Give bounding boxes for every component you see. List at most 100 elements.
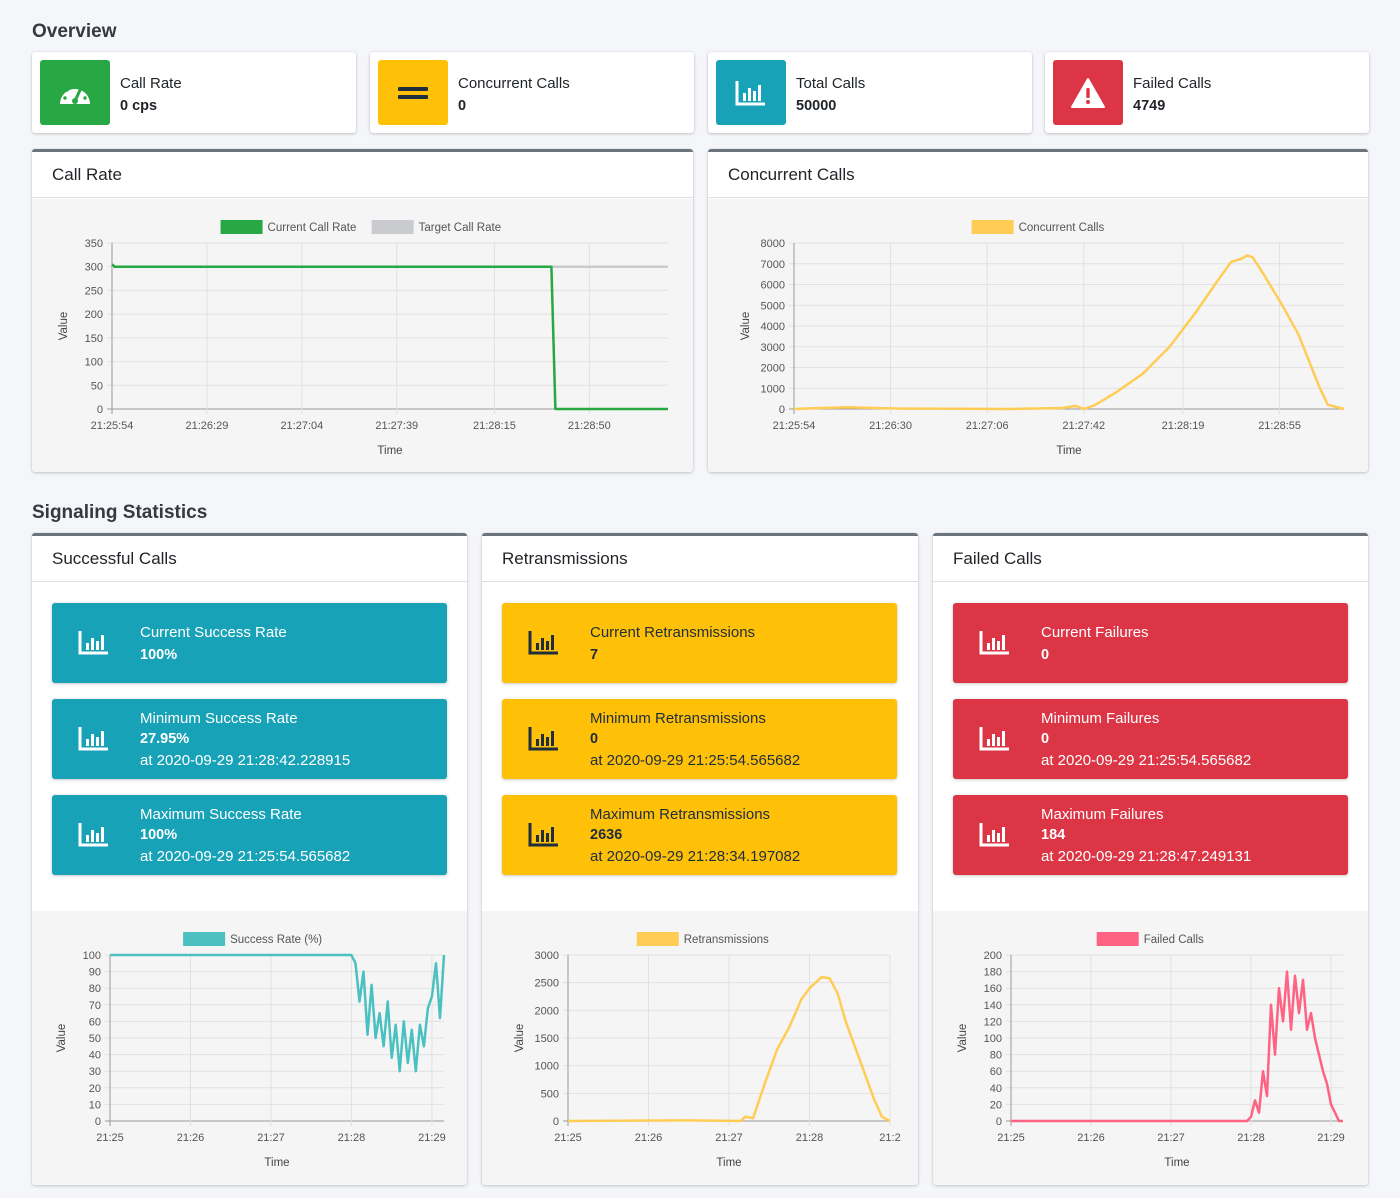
y-tick-label: 40	[89, 1050, 101, 1062]
x-tick-label: 21:25:54	[91, 420, 134, 432]
y-tick-label: 100	[984, 1033, 1002, 1045]
y-tick-label: 1000	[535, 1061, 559, 1073]
y-tick-label: 20	[990, 1099, 1002, 1111]
x-tick-label: 21:27:39	[375, 420, 418, 432]
legend-swatch[interactable]	[220, 220, 263, 234]
bar-chart-icon	[78, 630, 110, 661]
legend-swatch[interactable]	[971, 220, 1014, 234]
overview-title: Overview	[32, 21, 117, 42]
current-retransmissions-box: Current Retransmissions 7	[502, 603, 897, 683]
success-rate-chart: 0 10 20 30 40 50 60 70 80 90 100 21:25 21:26 21:27 21:…	[56, 932, 446, 1169]
x-axis-title: Time	[377, 445, 402, 457]
box-value: 0	[1041, 647, 1050, 663]
x-tick-label: 21:27	[1157, 1132, 1185, 1144]
x-tick-label: 21:25	[554, 1132, 582, 1144]
y-tick-label: 3000	[535, 950, 559, 962]
bar-chart-icon	[528, 822, 560, 853]
box-value: 2636	[590, 827, 623, 843]
y-tick-label: 90	[89, 967, 101, 979]
x-axis-title: Time	[264, 1157, 289, 1169]
y-axis-title: Value	[740, 312, 752, 341]
y-tick-label: 80	[990, 1050, 1002, 1062]
series-line	[111, 263, 668, 411]
box-value: 27.95%	[140, 731, 190, 747]
y-tick-label: 120	[984, 1016, 1002, 1028]
legend-swatch[interactable]	[183, 932, 226, 946]
x-tick-label: 21:28:15	[473, 420, 516, 432]
series-line	[110, 953, 446, 1073]
maximum-failures-box: Maximum Failures 184 at 2020-09-29 21:28…	[953, 795, 1348, 875]
legend-label[interactable]: Concurrent Calls	[1019, 222, 1105, 234]
y-tick-label: 0	[779, 404, 785, 416]
failed-calls-card: Failed Calls Current Failures 0 Minimum …	[933, 533, 1368, 1185]
bar-chart-icon	[528, 726, 560, 757]
y-tick-label: 100	[85, 357, 103, 369]
y-tick-label: 250	[85, 285, 103, 297]
box-value: 0	[590, 731, 599, 747]
bar-chart-icon	[78, 822, 110, 853]
legend-label[interactable]: Retransmissions	[684, 934, 769, 946]
x-tick-label: 21:26	[1077, 1132, 1105, 1144]
y-axis-title: Value	[957, 1024, 969, 1053]
card-title: Successful Calls	[32, 536, 467, 582]
x-tick-label: 21:28:50	[568, 420, 611, 432]
box-value: 100%	[140, 647, 178, 663]
y-tick-label: 100	[83, 950, 101, 962]
minimum-success-rate-box: Minimum Success Rate 27.95% at 2020-09-2…	[52, 699, 447, 779]
box-timestamp: at 2020-09-29 21:28:42.228915	[140, 752, 351, 769]
x-tick-label: 21:28	[338, 1132, 366, 1144]
y-tick-label: 70	[89, 1000, 101, 1012]
box-timestamp: at 2020-09-29 21:25:54.565682	[1041, 752, 1252, 769]
failed-calls-chart: 0 20 40 60 80 100 120 140 160 180 200 21:25 21:26 21:…	[957, 932, 1345, 1169]
card-title: Call Rate	[32, 152, 693, 198]
bar-chart-icon	[979, 822, 1011, 853]
x-tick-label: 21:25	[997, 1132, 1025, 1144]
x-tick-label: 21:27:06	[966, 420, 1009, 432]
legend-label[interactable]: Target Call Rate	[419, 222, 501, 234]
y-tick-label: 0	[996, 1116, 1002, 1128]
y-tick-label: 0	[553, 1116, 559, 1128]
card-title: Concurrent Calls	[708, 152, 1368, 198]
x-tick-label: 21:28	[796, 1132, 824, 1144]
retransmissions-chart: 0 500 1000 1500 2000 2500 3000 21:25 21:26 21:27 2…	[514, 932, 901, 1169]
y-tick-label: 4000	[761, 321, 785, 333]
card-title: Retransmissions	[482, 536, 918, 582]
y-tick-label: 200	[984, 950, 1002, 962]
legend-label[interactable]: Current Call Rate	[268, 222, 357, 234]
y-tick-label: 200	[85, 309, 103, 321]
box-label: Current Retransmissions	[590, 624, 756, 641]
box-label: Minimum Success Rate	[140, 710, 298, 727]
retransmissions-card: Retransmissions Current Retransmissions …	[482, 533, 918, 1185]
bar-chart-icon	[78, 726, 110, 757]
minimum-retransmissions-box: Minimum Retransmissions 0 at 2020-09-29 …	[502, 699, 897, 779]
legend-swatch[interactable]	[371, 220, 414, 234]
bar-chart-icon	[716, 60, 786, 125]
box-value: 0	[1041, 731, 1050, 747]
legend-swatch[interactable]	[1096, 932, 1139, 946]
x-axis-title: Time	[1164, 1157, 1189, 1169]
legend-swatch[interactable]	[636, 932, 679, 946]
warning-icon	[1053, 60, 1123, 125]
info-box-label: Failed Calls	[1133, 75, 1212, 92]
legend-label[interactable]: Failed Calls	[1144, 934, 1204, 946]
legend-label[interactable]: Success Rate (%)	[230, 934, 322, 946]
info-box-value: 0	[458, 98, 467, 114]
x-tick-label: 21:26	[177, 1132, 205, 1144]
y-tick-label: 180	[984, 967, 1002, 979]
info-box-total-calls: Total Calls 50000	[708, 52, 1032, 133]
current-failures-box: Current Failures 0	[953, 603, 1348, 683]
y-tick-label: 2500	[535, 978, 559, 990]
y-tick-label: 60	[89, 1016, 101, 1028]
y-tick-label: 5000	[761, 300, 785, 312]
success-rate-chart-area: 0 10 20 30 40 50 60 70 80 90 100 21:25 21:26 21:27 21:…	[32, 911, 467, 1185]
box-value: 7	[590, 647, 599, 663]
x-tick-label: 21:28:55	[1258, 420, 1301, 432]
failed-calls-chart-area: 0 20 40 60 80 100 120 140 160 180 200 21:25 21:26 21:…	[933, 911, 1368, 1185]
info-box-failed-calls: Failed Calls 4749	[1045, 52, 1369, 133]
y-tick-label: 350	[85, 238, 103, 250]
series-line	[793, 254, 1345, 411]
box-label: Current Failures	[1041, 624, 1149, 641]
x-tick-label: 21:25:54	[773, 420, 816, 432]
y-tick-label: 160	[984, 983, 1002, 995]
y-tick-label: 8000	[761, 238, 785, 250]
